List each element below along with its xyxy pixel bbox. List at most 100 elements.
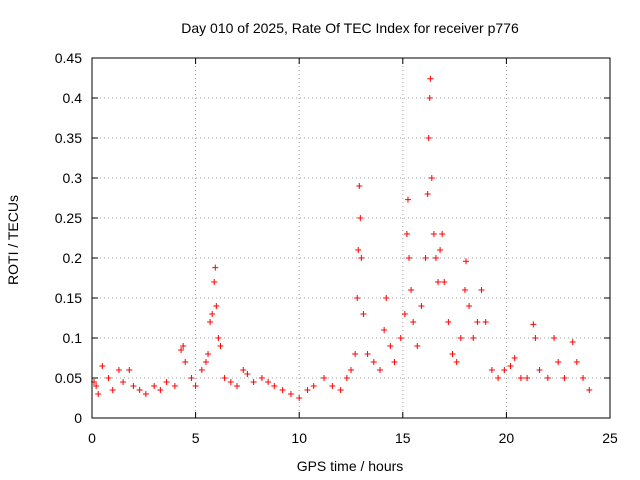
y-tick-label: 0.35 <box>55 130 82 146</box>
data-point <box>355 247 362 253</box>
data-point <box>439 231 446 237</box>
data-point <box>511 355 518 361</box>
data-point <box>462 258 469 265</box>
data-point <box>428 175 435 181</box>
data-point <box>304 387 311 393</box>
data-point <box>501 367 508 373</box>
data-point <box>178 347 185 353</box>
x-tick-label: 15 <box>395 430 411 446</box>
y-tick-label: 0.15 <box>55 290 82 306</box>
data-point <box>569 339 576 345</box>
data-point <box>457 335 464 341</box>
y-tick-label: 0.2 <box>63 250 83 266</box>
data-point <box>381 327 388 333</box>
data-point <box>258 375 265 381</box>
data-point <box>488 367 495 373</box>
data-point <box>343 375 350 381</box>
y-tick-label: 0.45 <box>55 50 82 66</box>
data-point <box>163 379 170 385</box>
data-point <box>466 303 473 309</box>
data-point <box>205 351 212 357</box>
data-point <box>105 375 112 381</box>
data-point <box>461 287 468 293</box>
data-point <box>561 375 568 381</box>
data-point <box>240 367 247 373</box>
data-point <box>410 319 417 325</box>
data-point <box>215 335 222 341</box>
data-point <box>99 363 106 369</box>
data-point <box>418 303 425 309</box>
data-points <box>91 75 593 401</box>
y-tick-label: 0.3 <box>63 170 83 186</box>
data-point <box>265 379 272 385</box>
data-point <box>352 351 359 357</box>
x-tick-label: 10 <box>291 430 307 446</box>
data-point <box>426 95 433 101</box>
data-point <box>212 264 219 271</box>
data-point <box>209 311 216 317</box>
data-point <box>453 359 460 365</box>
x-tick-label: 5 <box>192 430 200 446</box>
data-point <box>430 231 437 237</box>
data-point <box>408 287 415 293</box>
data-point <box>517 375 524 381</box>
data-point <box>221 375 228 381</box>
data-point <box>424 191 431 197</box>
data-point <box>321 375 328 381</box>
data-point <box>337 387 344 393</box>
data-point <box>271 383 278 389</box>
data-point <box>192 383 199 389</box>
data-point <box>387 343 394 349</box>
data-point <box>427 75 434 82</box>
grid <box>92 58 610 418</box>
data-point <box>404 196 411 203</box>
data-point <box>397 335 404 341</box>
data-point <box>329 383 336 389</box>
data-point <box>449 351 456 357</box>
data-point <box>507 363 514 369</box>
chart-title: Day 010 of 2025, Rate Of TEC Index for r… <box>181 20 519 36</box>
data-point <box>126 367 133 373</box>
data-point <box>403 231 410 237</box>
data-point <box>354 295 361 301</box>
data-point <box>213 303 220 309</box>
y-axis-label: ROTI / TECUs <box>5 195 21 285</box>
data-point <box>310 383 317 389</box>
y-tick-label: 0 <box>74 410 82 426</box>
data-point <box>182 359 189 365</box>
data-point <box>474 319 481 325</box>
data-point <box>202 359 209 365</box>
data-point <box>136 387 143 393</box>
data-point <box>151 383 158 389</box>
data-point <box>115 367 122 373</box>
data-point <box>445 319 452 325</box>
data-point <box>180 343 187 349</box>
data-point <box>377 367 384 373</box>
data-point <box>171 383 178 389</box>
x-axis-label: GPS time / hours <box>297 458 404 474</box>
data-point <box>586 387 593 393</box>
data-point <box>198 367 205 373</box>
data-point <box>580 375 587 381</box>
data-point <box>495 375 502 381</box>
data-point <box>360 311 367 317</box>
x-tick-label: 20 <box>499 430 515 446</box>
y-tick-label: 0.25 <box>55 210 82 226</box>
data-point <box>401 311 408 317</box>
data-point <box>188 375 195 381</box>
x-tick-label: 0 <box>88 430 96 446</box>
data-point <box>279 387 286 393</box>
data-point <box>287 391 294 397</box>
data-point <box>142 391 149 397</box>
data-point <box>383 295 390 301</box>
data-point <box>551 335 558 341</box>
data-point <box>120 379 127 385</box>
data-point <box>348 367 354 373</box>
data-point <box>217 343 224 349</box>
data-point <box>244 371 251 377</box>
data-point <box>157 387 164 393</box>
data-point <box>130 383 137 389</box>
data-point <box>425 135 432 141</box>
x-tick-label: 25 <box>602 430 618 446</box>
